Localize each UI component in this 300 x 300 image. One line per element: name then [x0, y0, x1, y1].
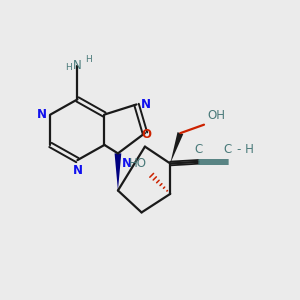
Text: N: N	[72, 164, 82, 177]
Text: H: H	[66, 63, 72, 72]
Text: HO: HO	[129, 157, 147, 170]
Polygon shape	[170, 132, 183, 164]
Text: N: N	[36, 108, 46, 121]
Text: OH: OH	[207, 109, 225, 122]
Text: N: N	[140, 98, 151, 111]
Text: H: H	[85, 55, 92, 64]
Text: N: N	[122, 158, 132, 170]
Polygon shape	[115, 153, 121, 190]
Text: O: O	[142, 128, 152, 140]
Text: N: N	[73, 59, 82, 72]
Text: C: C	[195, 143, 203, 156]
Text: C: C	[224, 143, 232, 156]
Text: - H: - H	[237, 143, 254, 156]
